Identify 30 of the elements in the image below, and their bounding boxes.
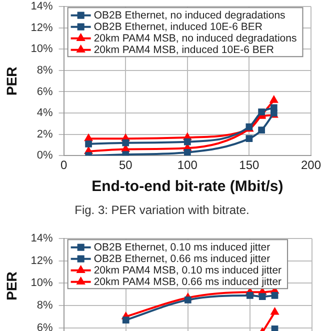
legend-label: 20km PAM4 MSB, 0.10 ms induced jitter: [94, 264, 282, 277]
legend-label: OB2B Ethernet, 0.10 ms induced jitter: [94, 242, 271, 254]
legend-label: 20km PAM4 MSB, induced 10E-6 BER: [94, 44, 274, 56]
y-tick-label: 0%: [36, 150, 54, 162]
legend-label: OB2B Ethernet, no induced degradations: [94, 10, 286, 22]
x-tick-label: 200: [300, 158, 322, 172]
y-tick-label: 8%: [36, 64, 54, 76]
x-tick-label: 50: [118, 158, 133, 172]
y-tick-label: 12%: [30, 254, 54, 267]
y-tick-label: 12%: [30, 22, 54, 34]
y-tick-label: 8%: [36, 300, 54, 312]
y-tick-label: 10%: [30, 43, 54, 56]
y-tick-label: 6%: [36, 322, 54, 331]
legend-label: 20km PAM4 MSB, 0.66 ms induced jitter: [94, 276, 282, 288]
x-tick-label: 100: [177, 158, 198, 172]
legend-label: OB2B Ethernet, induced 10E-6 BER: [94, 21, 263, 34]
y-tick-label: 14%: [30, 0, 54, 13]
y-tick-label: 6%: [36, 86, 54, 98]
y-tick-label: 10%: [30, 277, 54, 290]
y-tick-label: 14%: [30, 232, 54, 245]
x-tick-label: 0: [60, 158, 68, 172]
y-tick-label: 2%: [36, 128, 54, 140]
caption: Fig. 3: PER variation with bitrate.: [74, 203, 250, 217]
x-axis-title: End-to-end bit-rate (Mbit/s): [92, 178, 284, 196]
y-axis-title: PER: [3, 272, 20, 300]
y-tick-label: 4%: [36, 107, 54, 120]
y-axis-title: PER: [3, 66, 20, 96]
x-tick-label: 150: [239, 158, 260, 172]
legend-label: OB2B Ethernet, 0.66 ms induced jitter: [94, 253, 271, 266]
legend-label: 20km PAM4 MSB, no induced degradations: [94, 32, 297, 45]
